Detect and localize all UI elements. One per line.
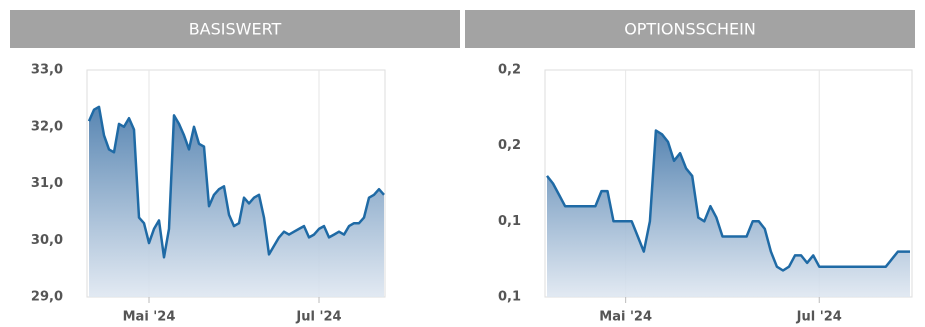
y-tick-label: 0,1: [498, 214, 521, 229]
y-tick-label: 33,0: [31, 63, 63, 78]
x-tick-label: Mai '24: [599, 310, 652, 325]
tab[interactable]: [10, 10, 460, 48]
y-tick-label: 31,0: [31, 176, 63, 191]
line: [87, 105, 385, 259]
y-tick-label: 29,0: [31, 290, 63, 305]
y-tick-label: 0,2: [498, 138, 521, 153]
y-tick-label: 30,0: [31, 233, 63, 248]
tab-label[interactable]: OPTIONSSCHEIN: [624, 20, 756, 39]
y-tick-label: 0,1: [498, 290, 521, 305]
y-tick-label: 32,0: [31, 119, 63, 134]
x-tick-label: Mai '24: [123, 310, 176, 325]
y-tick-label: 0,2: [498, 63, 521, 78]
area-fill: [547, 130, 910, 297]
tab[interactable]: [465, 10, 915, 48]
tab-label[interactable]: BASISWERT: [189, 20, 282, 39]
x-tick-label: Jul '24: [295, 310, 341, 325]
x-tick-label: Jul '24: [796, 310, 842, 325]
line: [546, 129, 910, 272]
